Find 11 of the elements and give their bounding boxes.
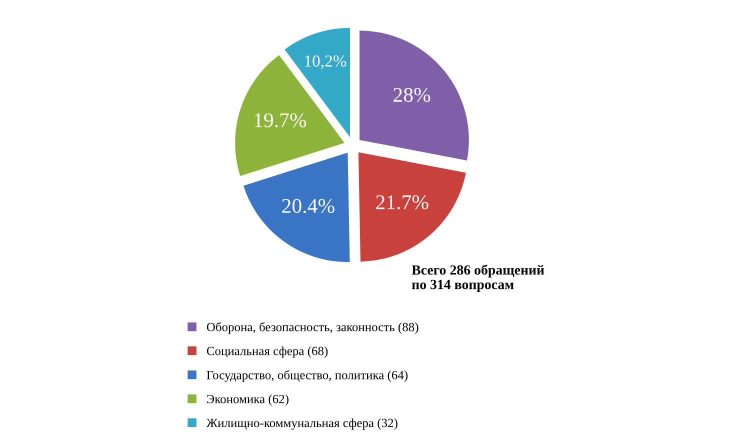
- legend-label: Экономика (62): [207, 394, 288, 406]
- data-label: 19.7%: [254, 113, 306, 128]
- legend-label: Жилищно-коммунальная сфера (32): [206, 418, 398, 430]
- legend-label: Оборона, безопасность, законность (88): [206, 322, 418, 334]
- legend-label: Социальная сфера (68): [206, 346, 328, 358]
- text: Всего 286 обращений по 314 вопросам: [412, 264, 544, 292]
- data-label: 20.4%: [282, 198, 334, 214]
- data-label: 21.7%: [376, 195, 428, 210]
- data-label: 28%: [394, 88, 430, 102]
- data-label: 10,2%: [305, 55, 346, 70]
- legend-label: Государство, общество, политика (64): [206, 370, 408, 382]
